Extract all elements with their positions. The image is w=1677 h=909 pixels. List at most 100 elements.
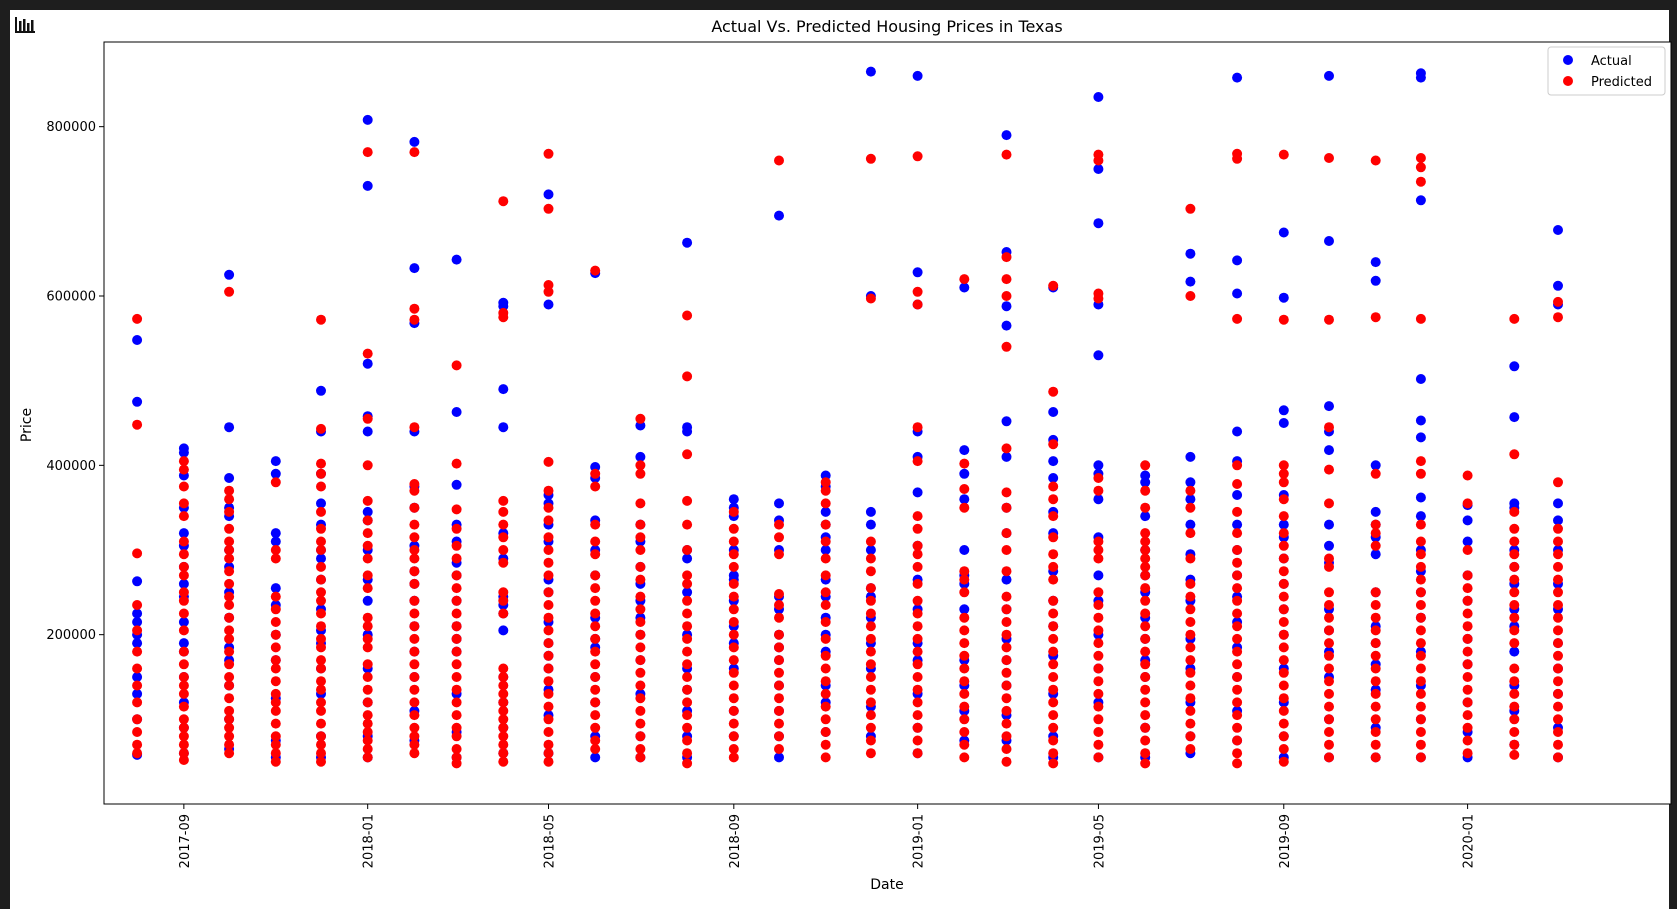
predicted-point bbox=[912, 595, 923, 606]
predicted-point bbox=[959, 752, 970, 763]
predicted-point bbox=[178, 481, 189, 492]
predicted-point bbox=[270, 545, 281, 555]
y-tick-label: 600000 bbox=[46, 290, 96, 305]
predicted-point bbox=[590, 468, 601, 479]
predicted-point bbox=[682, 659, 693, 670]
predicted-point bbox=[1048, 659, 1059, 670]
predicted-point bbox=[543, 570, 554, 581]
predicted-point bbox=[1140, 758, 1151, 769]
x-tick-label: 2018-05 bbox=[542, 814, 557, 868]
predicted-point bbox=[224, 578, 235, 589]
predicted-point bbox=[1509, 536, 1520, 547]
predicted-point bbox=[1093, 688, 1104, 699]
predicted-point bbox=[132, 739, 143, 750]
predicted-point bbox=[635, 574, 646, 585]
predicted-point bbox=[132, 600, 143, 610]
predicted-point bbox=[498, 756, 509, 767]
predicted-point bbox=[270, 756, 281, 767]
actual-point bbox=[1232, 288, 1243, 299]
predicted-point bbox=[1001, 744, 1012, 754]
predicted-point bbox=[1415, 587, 1426, 598]
y-tick-label: 400000 bbox=[46, 459, 96, 474]
predicted-point bbox=[820, 752, 831, 763]
predicted-point bbox=[1140, 502, 1151, 513]
predicted-point bbox=[728, 680, 739, 691]
predicted-point bbox=[543, 688, 554, 699]
actual-point bbox=[1001, 416, 1012, 427]
predicted-point bbox=[1370, 663, 1381, 674]
predicted-point bbox=[316, 523, 326, 534]
actual-point bbox=[774, 210, 784, 221]
predicted-point bbox=[635, 561, 646, 572]
predicted-point bbox=[224, 286, 235, 297]
predicted-point bbox=[224, 553, 235, 564]
actual-point bbox=[959, 282, 970, 293]
predicted-point bbox=[224, 494, 235, 505]
predicted-point bbox=[1185, 667, 1196, 678]
predicted-point bbox=[1324, 561, 1334, 572]
predicted-point bbox=[224, 714, 235, 725]
predicted-point bbox=[451, 744, 462, 754]
predicted-point bbox=[409, 578, 420, 589]
actual-point bbox=[451, 407, 462, 417]
predicted-point bbox=[224, 646, 235, 657]
predicted-point bbox=[1415, 701, 1426, 712]
predicted-point bbox=[774, 600, 784, 610]
predicted-point bbox=[1048, 722, 1059, 733]
predicted-point bbox=[1553, 650, 1563, 661]
predicted-point bbox=[1048, 684, 1059, 695]
x-axis-label: Date bbox=[870, 877, 903, 893]
predicted-point bbox=[1048, 608, 1059, 619]
predicted-point bbox=[543, 612, 554, 623]
predicted-point bbox=[178, 701, 189, 712]
predicted-point bbox=[1370, 540, 1381, 551]
predicted-point bbox=[1001, 731, 1012, 742]
predicted-point bbox=[1324, 553, 1334, 564]
predicted-point bbox=[498, 722, 509, 733]
predicted-point bbox=[224, 545, 235, 555]
predicted-point bbox=[635, 413, 646, 424]
actual-point bbox=[1140, 511, 1151, 522]
predicted-point bbox=[635, 693, 646, 704]
predicted-point bbox=[224, 672, 235, 682]
predicted-point bbox=[682, 570, 693, 581]
predicted-point bbox=[1232, 710, 1243, 721]
actual-point bbox=[1093, 164, 1104, 174]
predicted-point bbox=[774, 744, 784, 754]
actual-point bbox=[1185, 248, 1196, 259]
legend-box bbox=[1547, 46, 1666, 96]
predicted-point bbox=[774, 612, 784, 623]
predicted-point bbox=[1001, 545, 1012, 555]
actual-point bbox=[1324, 70, 1334, 81]
predicted-point bbox=[728, 591, 739, 602]
predicted-point bbox=[912, 710, 923, 721]
predicted-point bbox=[1232, 748, 1243, 759]
actual-point bbox=[178, 638, 189, 649]
actual-point bbox=[912, 487, 923, 498]
actual-point bbox=[1001, 451, 1012, 462]
predicted-point bbox=[409, 566, 420, 577]
predicted-point bbox=[316, 608, 326, 619]
predicted-point bbox=[451, 684, 462, 695]
predicted-point bbox=[451, 672, 462, 682]
predicted-point bbox=[178, 570, 189, 581]
predicted-point bbox=[820, 701, 831, 712]
predicted-point bbox=[1324, 739, 1334, 750]
bar-chart-icon[interactable] bbox=[14, 15, 36, 35]
predicted-point bbox=[820, 519, 831, 530]
predicted-point bbox=[1185, 731, 1196, 742]
predicted-point bbox=[728, 506, 739, 517]
predicted-point bbox=[316, 595, 326, 606]
predicted-point bbox=[820, 553, 831, 564]
predicted-point bbox=[178, 722, 189, 733]
predicted-point bbox=[1509, 625, 1520, 636]
predicted-point bbox=[1415, 727, 1426, 737]
predicted-point bbox=[224, 705, 235, 716]
predicted-point bbox=[362, 348, 373, 359]
predicted-point bbox=[362, 621, 373, 632]
predicted-point bbox=[1509, 701, 1520, 712]
predicted-point bbox=[1509, 663, 1520, 674]
predicted-point bbox=[1553, 296, 1563, 307]
actual-point bbox=[774, 498, 784, 509]
